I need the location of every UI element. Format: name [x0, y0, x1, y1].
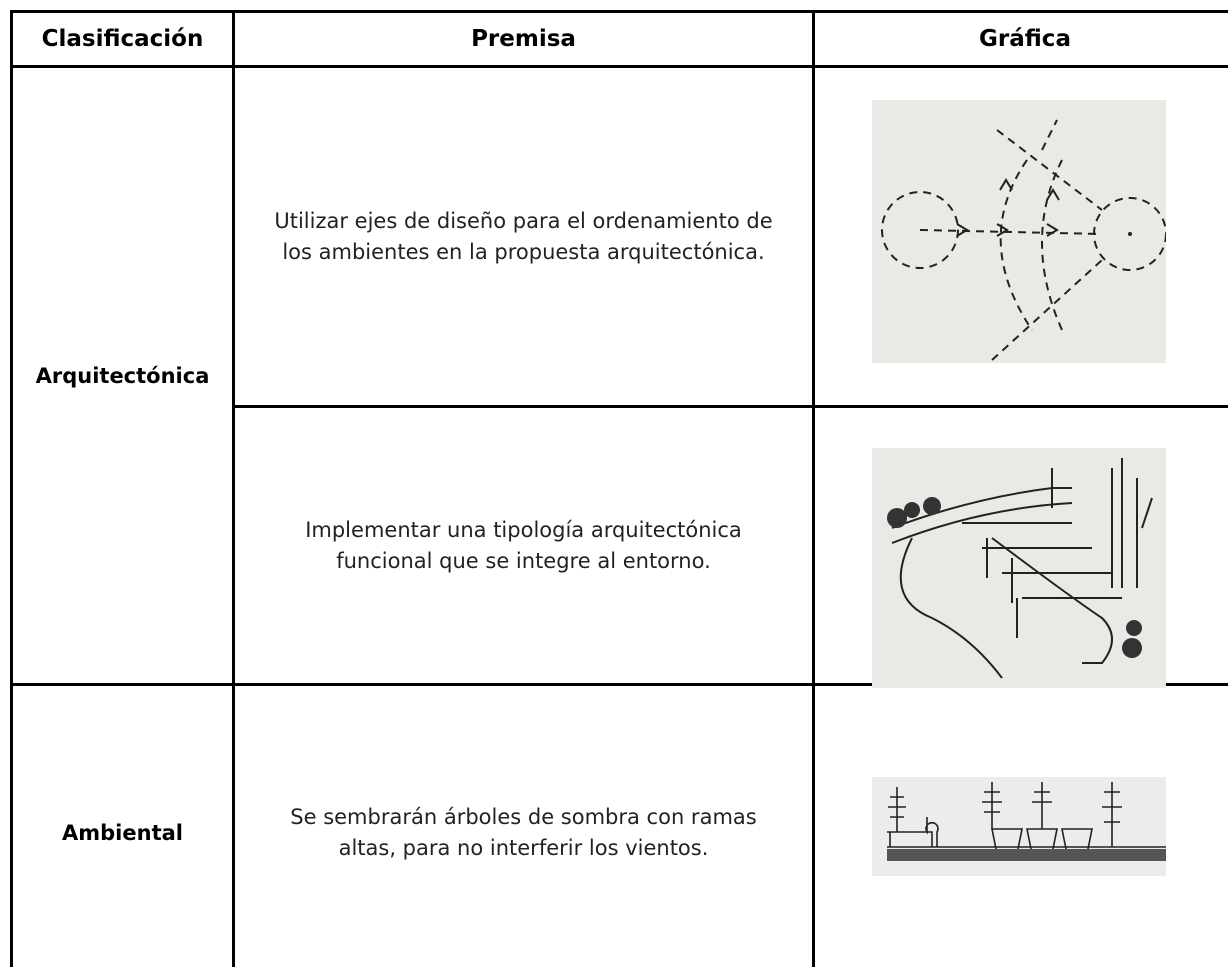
classification-cell: Arquitectónica	[10, 65, 235, 686]
header-cell: Gráfica	[812, 10, 1228, 68]
classification-cell: Ambiental	[10, 683, 235, 967]
header-cell: Premisa	[232, 10, 815, 68]
premise-cell: Se sembrarán árboles de sombra con ramas…	[232, 683, 815, 967]
premise-cell: Implementar una tipología arquitectónica…	[232, 405, 815, 686]
premise-text: Se sembrarán árboles de sombra con ramas…	[290, 805, 757, 860]
premise-text: Utilizar ejes de diseño para el ordenami…	[274, 208, 773, 264]
axes-sketch	[872, 100, 1166, 363]
header-cell: Clasificación	[10, 10, 235, 68]
premise-cell: Utilizar ejes de diseño para el ordenami…	[232, 65, 815, 408]
trees-sketch	[872, 777, 1166, 876]
premise-text: Implementar una tipología arquitectónica…	[305, 517, 742, 573]
building-sketch	[872, 448, 1166, 688]
